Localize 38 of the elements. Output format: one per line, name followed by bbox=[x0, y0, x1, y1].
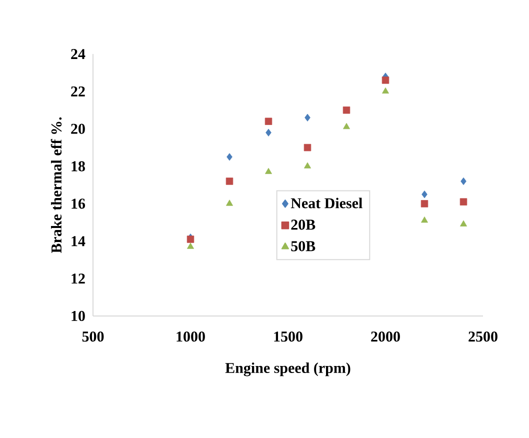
x-axis-title: Engine speed (rpm) bbox=[225, 362, 350, 376]
legend-label: Neat Diesel bbox=[290, 198, 362, 208]
y-tick-label: 22 bbox=[71, 86, 85, 96]
point bbox=[382, 76, 390, 84]
y-tick-label: 20 bbox=[71, 124, 85, 134]
point bbox=[226, 153, 232, 161]
legend-label: 20B bbox=[291, 220, 316, 230]
point bbox=[460, 198, 468, 206]
point bbox=[304, 162, 311, 168]
point bbox=[187, 242, 194, 249]
point bbox=[342, 106, 350, 114]
x-tick-label: 2500 bbox=[468, 332, 498, 342]
point bbox=[421, 216, 428, 223]
y-tick-label: 24 bbox=[71, 49, 86, 59]
x-tick-label: 500 bbox=[82, 332, 104, 342]
point bbox=[226, 178, 234, 185]
point bbox=[420, 200, 428, 208]
y-tick-label: 16 bbox=[72, 198, 86, 209]
y-tick-label: 18 bbox=[72, 161, 85, 172]
y-tick-label: 12 bbox=[72, 274, 85, 284]
x-tick-label: 1000 bbox=[176, 332, 205, 342]
point bbox=[422, 190, 428, 198]
point bbox=[382, 87, 389, 94]
y-tick-label: 10 bbox=[72, 310, 85, 322]
x-tick-label: 2000 bbox=[371, 332, 400, 342]
y-axis-title: Brake thermal eff %. bbox=[50, 117, 62, 254]
x-tick-label: 1500 bbox=[274, 332, 302, 342]
point bbox=[343, 122, 350, 130]
y-tick-label: 14 bbox=[72, 236, 86, 246]
legend-label: 50B bbox=[291, 241, 316, 252]
point bbox=[304, 144, 312, 152]
point bbox=[226, 200, 233, 206]
point bbox=[266, 128, 272, 136]
point bbox=[264, 118, 272, 125]
point bbox=[304, 114, 310, 122]
point bbox=[460, 220, 467, 226]
point bbox=[265, 168, 272, 174]
point bbox=[460, 177, 466, 186]
